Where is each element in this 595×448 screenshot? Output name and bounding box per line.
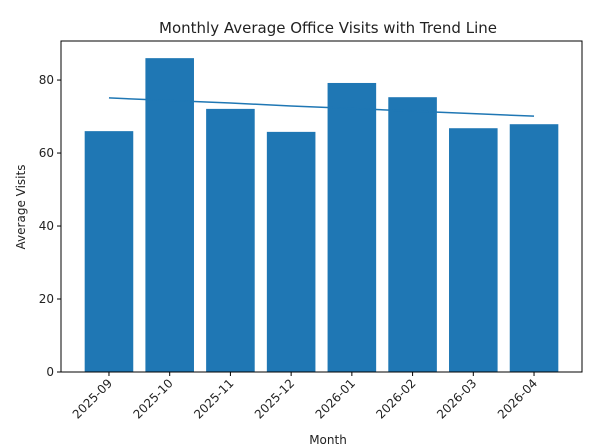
bar [388,97,437,373]
plot-frame [60,40,583,373]
bar [145,58,194,372]
bar [327,82,377,373]
y-axis-label: Average Visits [14,165,28,250]
x-tick-label: 2025-09 [70,376,115,421]
y-tick-label: 40 [39,219,54,233]
bar [509,124,559,372]
x-tick-label: 2026-03 [434,376,479,421]
y-tick-label: 0 [46,365,54,379]
y-tick-label: 20 [39,292,54,306]
y-tick-label: 60 [39,146,54,160]
x-tick-label: 2025-12 [252,376,297,421]
chart-title: Monthly Average Office Visits with Trend… [159,19,497,37]
y-tick-label: 80 [39,73,54,87]
x-axis-label: Month [309,433,347,447]
trend-line [108,97,535,117]
bar [449,128,498,372]
x-tick-label: 2026-04 [495,376,540,421]
x-tick-label: 2026-01 [313,376,358,421]
x-tick-label: 2025-10 [130,376,175,421]
x-tick-label: 2026-02 [373,376,418,421]
bar [84,131,134,372]
bar [266,131,316,372]
x-tick-label: 2025-11 [191,376,236,421]
bar [206,108,255,372]
